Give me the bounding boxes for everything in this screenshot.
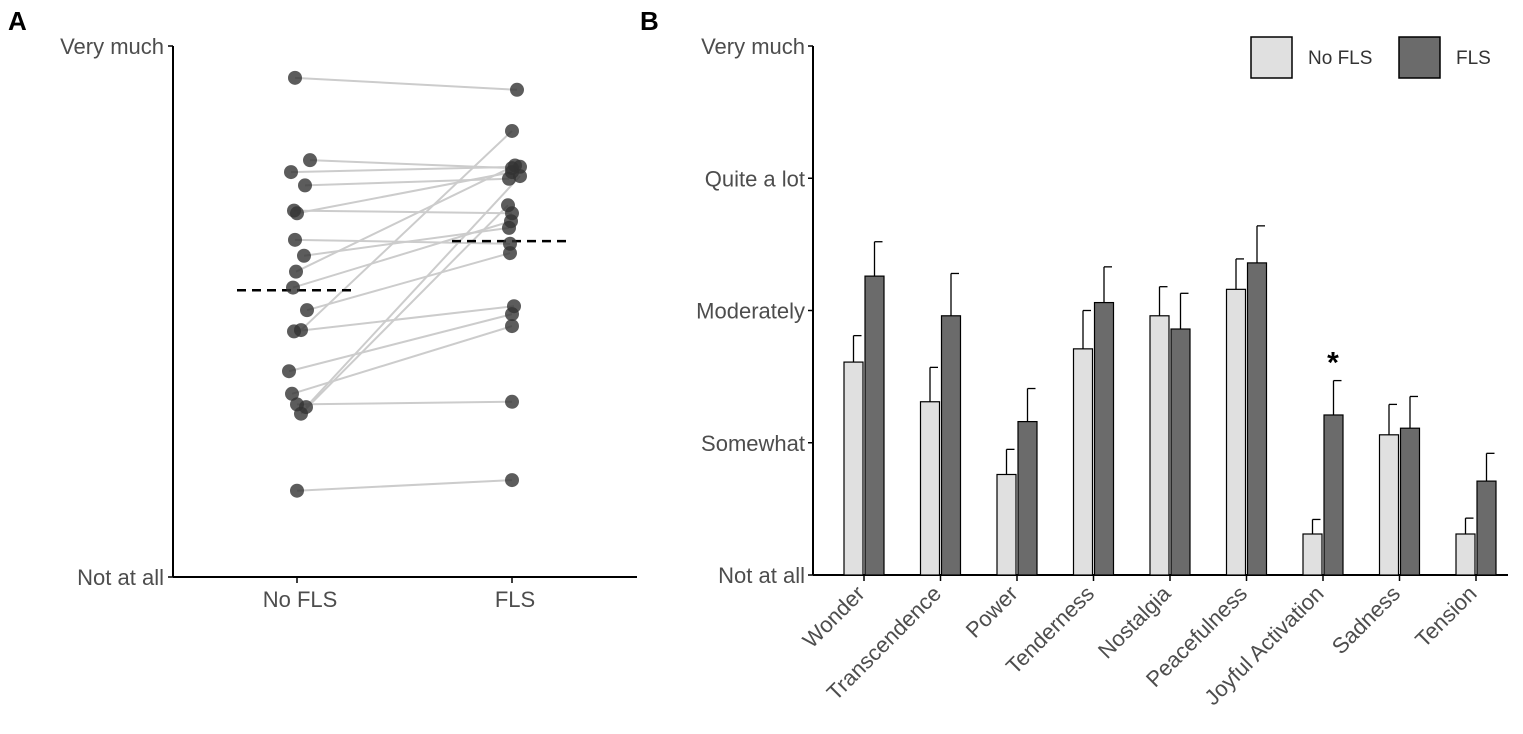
panel-a-point-fls	[501, 198, 515, 213]
panel-b-bar-fls	[1399, 427, 1421, 576]
panel-a-label: A	[8, 6, 27, 36]
panel-a-point-fls	[513, 169, 527, 184]
panel-a-point-fls	[505, 394, 519, 409]
panel-a-pair-line	[291, 325, 513, 395]
panel-b-bar-no-fls	[996, 473, 1017, 576]
panel-a-point-fls	[505, 473, 519, 488]
panel-a-point-no-fls	[297, 248, 311, 263]
panel-b-bar-fls	[940, 315, 962, 576]
panel-b-bar-no-fls	[919, 401, 941, 576]
panel-a-point-no-fls	[286, 280, 300, 295]
panel-a-y-tick-label: Very much	[60, 34, 164, 59]
panel-a-point-no-fls	[298, 178, 312, 193]
panel-b-bar-no-fls	[1225, 288, 1247, 576]
panel-b-x-tick-label: Wonder	[798, 581, 870, 653]
panel-a-point-no-fls	[284, 165, 298, 180]
panel-b-bar-no-fls	[1302, 533, 1323, 576]
panel-b-bar-fls	[864, 275, 885, 576]
panel-a-pair-line	[296, 171, 513, 215]
panel-a-pair-line	[293, 209, 513, 215]
panel-a-pair-line	[296, 400, 513, 406]
panel-b-x-tick-label: Sadness	[1327, 581, 1405, 659]
panel-b-y-tick-label: Moderately	[696, 299, 805, 324]
panel-b-bar-fls	[1017, 420, 1038, 576]
panel-b-legend-swatch	[1250, 36, 1293, 79]
panel-a-point-no-fls	[288, 232, 302, 247]
panel-b-bar-no-fls	[843, 361, 864, 576]
panel-b-legend-swatch	[1398, 36, 1441, 79]
panel-a-pair-line	[290, 165, 521, 174]
panel-b-bar-no-fls	[1149, 315, 1170, 576]
panel-b-bar-fls	[1246, 262, 1268, 576]
panel-a-point-no-fls	[303, 153, 317, 168]
panel-a-point-no-fls	[287, 203, 301, 218]
panel-a-pair-line	[294, 76, 518, 91]
panel-b-y-tick-label: Quite a lot	[705, 166, 805, 191]
panel-a-point-no-fls	[289, 264, 303, 279]
panel-b-chart: Not at all Somewhat Moderately Quite a lot V…	[696, 34, 1508, 710]
panel-a-point-no-fls	[288, 70, 302, 85]
panel-a-point-fls	[510, 82, 524, 97]
panel-a-point-no-fls	[290, 483, 304, 498]
panel-a-pair-line	[295, 164, 516, 273]
panel-b-legend-label: FLS	[1456, 48, 1491, 69]
panel-b-y-tick-label: Somewhat	[701, 431, 805, 456]
panel-b-bar-no-fls	[1378, 434, 1400, 576]
panel-a-point-no-fls	[290, 397, 304, 412]
panel-a-pair-line	[306, 252, 511, 312]
panel-a-pair-line	[293, 305, 515, 333]
panel-a-point-no-fls	[294, 323, 308, 338]
panel-b-y-tick-label: Very much	[701, 34, 805, 59]
panel-a-pair-line	[305, 175, 521, 408]
panel-b-bar-fls	[1170, 328, 1191, 576]
panel-a-pair-line	[292, 220, 512, 289]
panel-b-y-tick-label: Not at all	[718, 563, 805, 588]
panel-a-pair-line	[288, 313, 513, 373]
panel-a-pair-line	[296, 479, 513, 492]
panel-a-point-fls	[505, 307, 519, 322]
panel-a-point-no-fls	[300, 303, 314, 318]
panel-a-point-fls	[508, 158, 522, 173]
panel-a-pair-line	[300, 130, 513, 331]
panel-a-pair-line	[304, 177, 510, 187]
panel-b-label: B	[640, 6, 659, 36]
panel-a-x-tick-label: No FLS	[263, 587, 338, 612]
panel-a-x-tick-label: FLS	[495, 587, 535, 612]
panel-b-bar-fls	[1093, 301, 1115, 576]
panel-b-bar-fls	[1323, 414, 1344, 576]
panel-a-point-fls	[503, 246, 517, 261]
panel-b-legend-label: No FLS	[1308, 48, 1372, 69]
panel-a-point-no-fls	[285, 386, 299, 401]
panel-a-chart: Not at all Very much No FLS FLS	[60, 34, 637, 612]
panel-a-y-tick-label: Not at all	[77, 565, 164, 590]
panel-b-significance-marker: *	[1327, 347, 1339, 380]
panel-a-point-fls	[505, 319, 519, 334]
panel-a-point-no-fls	[282, 364, 296, 379]
panel-a-point-fls	[504, 214, 518, 229]
panel-b-bar-fls	[1476, 480, 1497, 576]
panel-b-x-tick-label: Power	[961, 581, 1023, 643]
panel-a-point-fls	[505, 123, 519, 138]
panel-b-x-tick-label: Tension	[1410, 581, 1481, 652]
panel-b-bar-no-fls	[1072, 348, 1094, 576]
panel-b-bar-no-fls	[1455, 533, 1476, 576]
